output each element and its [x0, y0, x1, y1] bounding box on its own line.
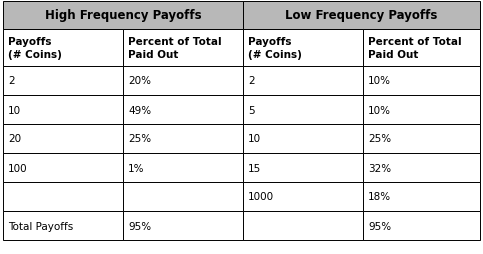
Text: 20%: 20% — [128, 76, 151, 86]
Bar — [243, 182, 363, 211]
Bar — [243, 211, 363, 240]
Text: 15: 15 — [248, 163, 261, 173]
Text: Payoffs
(# Coins): Payoffs (# Coins) — [8, 37, 62, 59]
Bar — [243, 153, 363, 182]
Text: 10: 10 — [8, 105, 21, 115]
Text: 95%: 95% — [368, 221, 391, 231]
Bar — [3, 211, 123, 240]
Bar — [363, 124, 480, 153]
Text: 95%: 95% — [128, 221, 151, 231]
Text: 10: 10 — [248, 134, 261, 144]
Bar — [363, 182, 480, 211]
Bar — [123, 67, 243, 96]
Text: 1000: 1000 — [248, 192, 274, 202]
Text: 25%: 25% — [128, 134, 151, 144]
Bar — [363, 211, 480, 240]
Text: High Frequency Payoffs: High Frequency Payoffs — [45, 9, 201, 22]
Text: 20: 20 — [8, 134, 21, 144]
Bar — [123, 153, 243, 182]
Bar — [3, 124, 123, 153]
Bar — [243, 124, 363, 153]
Text: 1%: 1% — [128, 163, 144, 173]
Text: 49%: 49% — [128, 105, 151, 115]
Bar — [363, 30, 480, 67]
Bar — [363, 153, 480, 182]
Bar — [123, 96, 243, 124]
Text: 32%: 32% — [368, 163, 391, 173]
Bar — [123, 182, 243, 211]
Text: 25%: 25% — [368, 134, 391, 144]
Bar — [363, 96, 480, 124]
Bar — [123, 124, 243, 153]
Text: Percent of Total
Paid Out: Percent of Total Paid Out — [368, 37, 462, 59]
Bar — [123, 211, 243, 240]
Bar — [363, 67, 480, 96]
Bar — [3, 30, 123, 67]
Text: 100: 100 — [8, 163, 28, 173]
Text: 2: 2 — [8, 76, 14, 86]
Text: Percent of Total
Paid Out: Percent of Total Paid Out — [128, 37, 222, 59]
Text: 5: 5 — [248, 105, 255, 115]
Bar — [123, 30, 243, 67]
Text: 10%: 10% — [368, 76, 391, 86]
Bar — [243, 2, 480, 30]
Bar — [3, 153, 123, 182]
Bar — [243, 67, 363, 96]
Text: Payoffs
(# Coins): Payoffs (# Coins) — [248, 37, 302, 59]
Text: Low Frequency Payoffs: Low Frequency Payoffs — [285, 9, 438, 22]
Bar — [3, 2, 243, 30]
Bar — [243, 96, 363, 124]
Text: Total Payoffs: Total Payoffs — [8, 221, 73, 231]
Text: 18%: 18% — [368, 192, 391, 202]
Bar — [3, 96, 123, 124]
Text: 10%: 10% — [368, 105, 391, 115]
Bar — [3, 67, 123, 96]
Bar — [3, 182, 123, 211]
Text: 2: 2 — [248, 76, 255, 86]
Bar — [243, 30, 363, 67]
